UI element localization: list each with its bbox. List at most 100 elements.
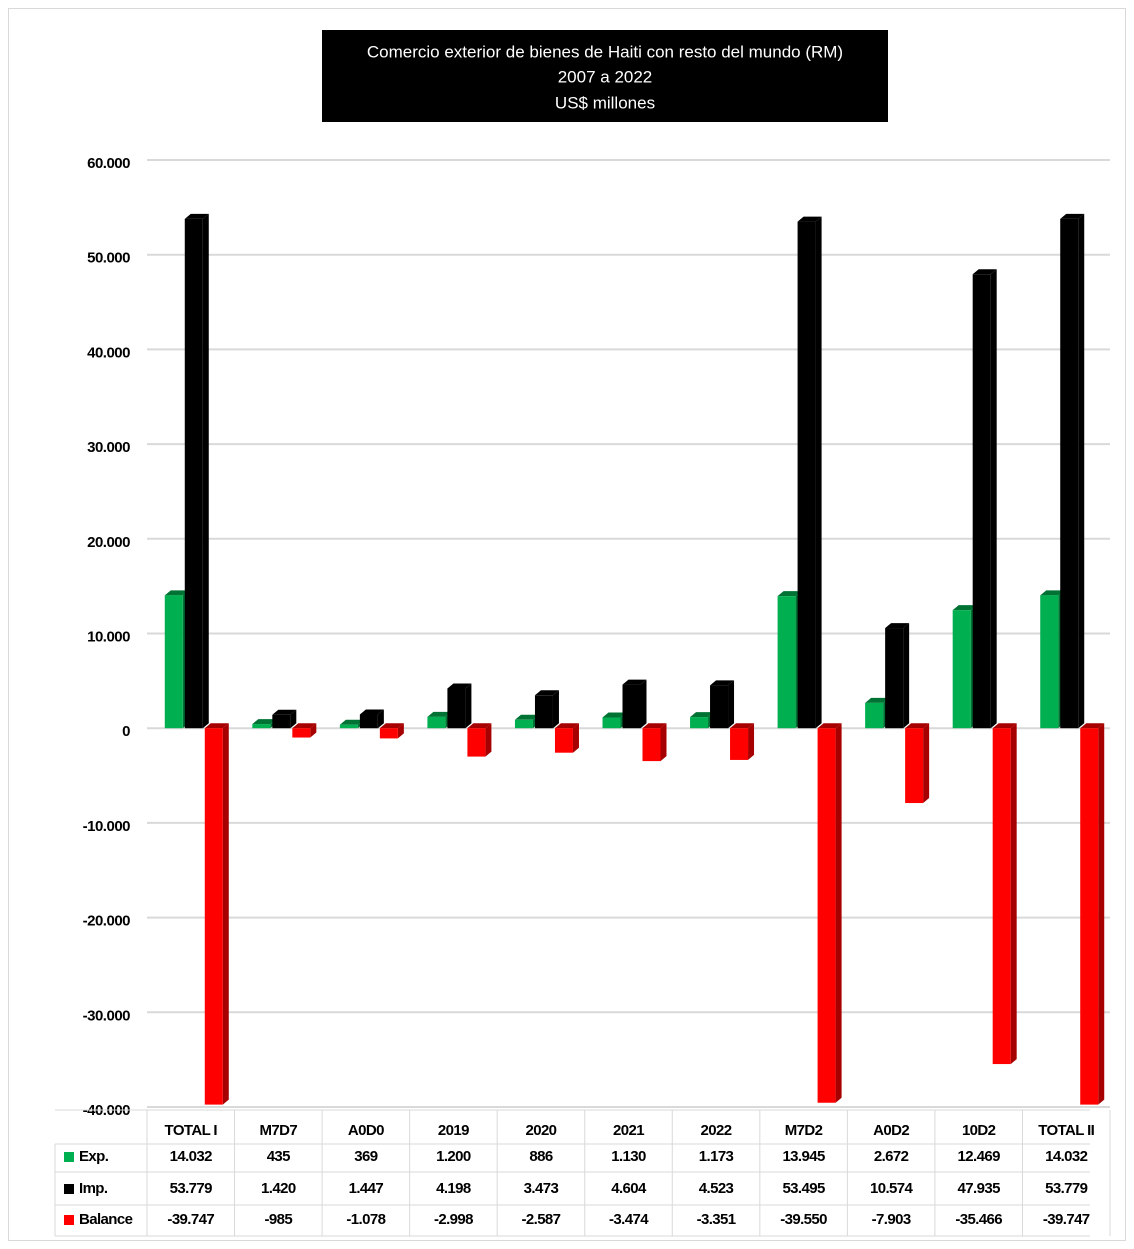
data-table-value: -2.587: [521, 1211, 560, 1228]
bar: [992, 723, 1017, 1065]
x-tick-label: 2022: [701, 1122, 732, 1139]
bar: [359, 709, 384, 729]
bar-side: [222, 723, 229, 1105]
bar-face: [622, 684, 641, 729]
bar-top: [204, 723, 229, 729]
bar-face: [514, 719, 533, 729]
y-tick-label: 0: [122, 723, 130, 740]
bar-top: [184, 213, 209, 219]
bar: [642, 723, 667, 762]
bar-face: [602, 717, 621, 729]
bar-face: [865, 702, 884, 729]
data-table-value: 4.198: [436, 1180, 471, 1197]
bar-side: [310, 723, 317, 738]
data-table-value: 2.672: [874, 1148, 909, 1165]
bar: [730, 723, 755, 760]
bar-face: [710, 685, 729, 729]
data-table-value: 1.200: [436, 1148, 471, 1165]
bar-top: [992, 723, 1017, 729]
data-table-value: 886: [529, 1148, 552, 1165]
legend-label: Balance: [79, 1211, 133, 1228]
bar-top: [447, 683, 472, 689]
bar-top: [514, 714, 539, 720]
bar-top: [730, 723, 755, 729]
bar-top: [642, 723, 667, 729]
bar-top: [797, 216, 822, 222]
x-tick-label: TOTAL I: [165, 1122, 218, 1139]
data-table-value: -2.998: [434, 1211, 473, 1228]
bar-side: [485, 723, 492, 757]
legend-swatch: [64, 1184, 74, 1194]
data-table-value: -39.747: [167, 1211, 214, 1228]
bar-face: [690, 717, 709, 729]
bar-top: [1080, 723, 1105, 729]
y-tick-label: -10.000: [83, 818, 131, 835]
bar-top: [602, 712, 627, 718]
bar-side: [660, 723, 667, 762]
x-tick-label: 2019: [438, 1122, 469, 1139]
data-table-value: 3.473: [524, 1180, 559, 1197]
bar: [905, 723, 930, 804]
bar: [467, 723, 492, 757]
bar-top: [905, 723, 930, 729]
bar-top: [1040, 590, 1065, 596]
title-box: [322, 30, 888, 122]
bar-top: [622, 679, 647, 685]
x-tick-label: M7D7: [260, 1122, 298, 1139]
bar-side: [815, 216, 822, 729]
bar-top: [777, 591, 802, 597]
data-table-value: 53.779: [170, 1180, 213, 1197]
bar-face: [992, 728, 1011, 1065]
bar-side: [1010, 723, 1017, 1065]
legend-label: Imp.: [79, 1180, 108, 1197]
data-table-value: 10.574: [870, 1180, 914, 1197]
bar: [885, 623, 910, 729]
bar-side: [640, 679, 647, 729]
bar-top: [534, 690, 559, 696]
bar-face: [252, 724, 271, 729]
bar-top: [164, 590, 189, 596]
data-table-value: 4.523: [699, 1180, 734, 1197]
bar-top: [427, 711, 452, 717]
bar-top: [252, 719, 277, 725]
bar-face: [777, 596, 796, 729]
data-table-value: 13.945: [782, 1148, 825, 1165]
bar-face: [905, 728, 924, 804]
bar-side: [903, 623, 910, 729]
data-table-value: 47.935: [958, 1180, 1001, 1197]
bar: [554, 723, 579, 753]
bar: [204, 723, 229, 1105]
bar-side: [552, 690, 559, 729]
data-table-value: 1.420: [261, 1180, 296, 1197]
bar-side: [1098, 723, 1105, 1105]
bar-face: [1040, 595, 1059, 729]
data-table-value: 14.032: [1045, 1148, 1088, 1165]
y-tick-label: -20.000: [83, 913, 131, 930]
bar-face: [379, 728, 398, 739]
data-table-value: 1.447: [349, 1180, 384, 1197]
bar: [184, 213, 209, 729]
data-table-value: -3.351: [697, 1211, 736, 1228]
x-tick-label: 10D2: [962, 1122, 996, 1139]
bar-face: [952, 610, 971, 729]
data-table-value: 12.469: [958, 1148, 1001, 1165]
y-tick-label: 50.000: [87, 250, 130, 267]
bar-side: [728, 680, 735, 729]
bar-face: [642, 728, 661, 762]
bar-top: [359, 709, 384, 715]
bar: [972, 269, 997, 729]
bar-side: [990, 269, 997, 729]
bar-side: [572, 723, 579, 753]
unit-label: US$ millones: [555, 93, 655, 112]
y-tick-label: 60.000: [87, 155, 130, 172]
y-tick-label: 20.000: [87, 534, 130, 551]
data-table-value: 53.495: [782, 1180, 825, 1197]
bar-top: [817, 723, 842, 729]
bar-top: [885, 623, 910, 629]
chart-subtitle: 2007 a 2022: [558, 67, 653, 86]
bar-face: [534, 695, 553, 729]
bar: [710, 680, 735, 729]
bar-side: [1078, 213, 1085, 729]
bar-face: [797, 221, 816, 729]
